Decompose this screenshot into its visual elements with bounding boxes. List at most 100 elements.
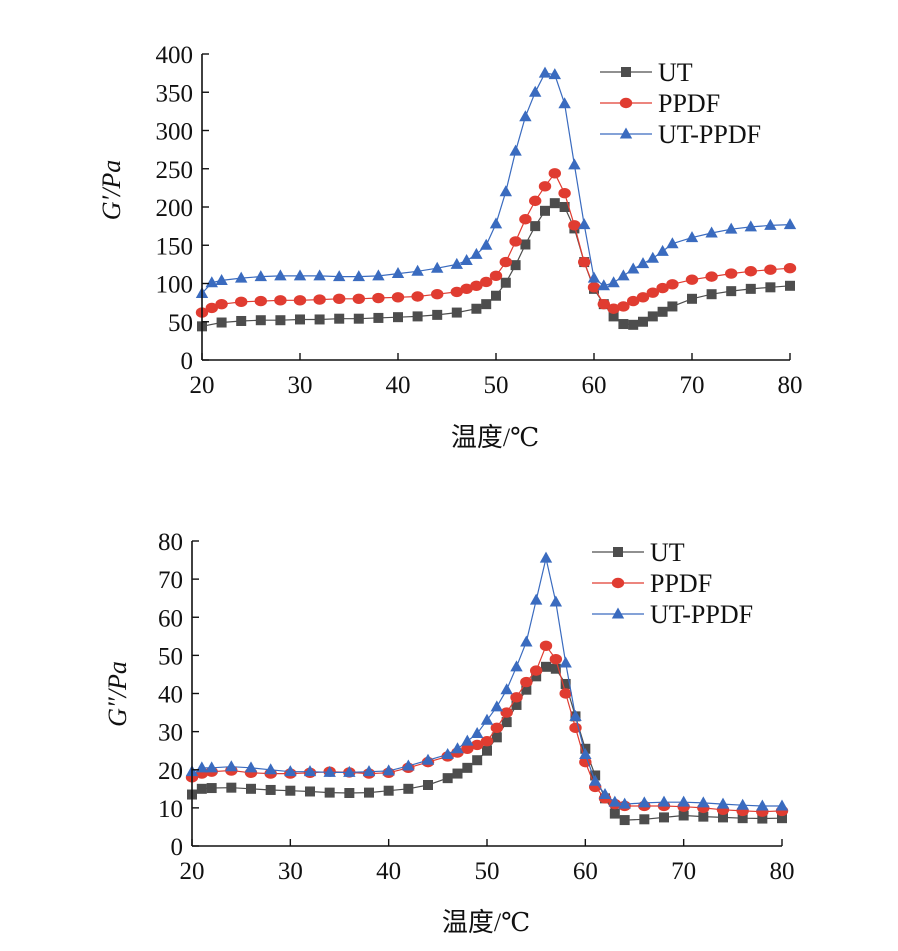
data-point xyxy=(548,168,561,179)
y-tick-label: 200 xyxy=(156,195,194,222)
data-point xyxy=(510,660,523,672)
data-point xyxy=(636,257,650,269)
data-point xyxy=(520,635,533,647)
data-point xyxy=(391,267,405,279)
data-point xyxy=(627,295,640,307)
data-point xyxy=(597,279,610,291)
data-point xyxy=(352,293,365,304)
data-point xyxy=(489,270,503,282)
data-point xyxy=(549,595,563,607)
data-point xyxy=(598,788,612,800)
data-point xyxy=(411,291,424,302)
data-point xyxy=(373,312,384,323)
data-point xyxy=(383,785,394,796)
series-line xyxy=(191,644,783,813)
data-point xyxy=(225,760,238,772)
data-point xyxy=(372,269,385,281)
data-point xyxy=(756,799,769,811)
data-point xyxy=(393,312,403,323)
x-tick-label: 70 xyxy=(680,372,705,399)
data-point xyxy=(264,763,277,775)
data-point xyxy=(509,144,522,156)
data-point xyxy=(481,299,492,310)
data-point xyxy=(511,699,522,710)
data-point xyxy=(450,286,463,298)
data-point xyxy=(521,684,532,695)
data-point xyxy=(578,256,591,268)
y-tick-label: 250 xyxy=(156,157,194,184)
data-point xyxy=(529,85,542,97)
data-point xyxy=(687,293,697,304)
data-point xyxy=(666,279,679,290)
data-point xyxy=(382,764,395,776)
data-point xyxy=(549,198,560,209)
data-point xyxy=(353,313,364,324)
data-point xyxy=(697,796,710,808)
x-tick-label: 50 xyxy=(475,858,500,885)
data-point xyxy=(638,316,648,327)
legend-label: UT xyxy=(658,58,693,87)
x-tick-label: 60 xyxy=(573,858,598,885)
data-point xyxy=(265,784,276,795)
legend-item-ut-ppdf: UT-PPDF xyxy=(592,600,753,629)
data-point xyxy=(274,295,287,306)
data-point xyxy=(255,315,266,326)
data-point xyxy=(587,282,601,293)
y-axis-title: G″/Pa xyxy=(103,661,132,727)
data-point xyxy=(412,311,423,322)
data-point xyxy=(411,264,424,276)
data-point xyxy=(205,276,218,288)
data-point xyxy=(549,653,563,665)
y-tick-label: 10 xyxy=(158,796,183,823)
x-tick-label: 40 xyxy=(376,858,401,885)
data-point xyxy=(617,269,630,281)
data-point xyxy=(470,280,483,291)
data-point xyxy=(500,277,511,288)
y-tick-label: 0 xyxy=(171,834,184,861)
data-point xyxy=(783,218,797,230)
data-point xyxy=(607,276,620,288)
data-point xyxy=(470,739,484,751)
data-point xyxy=(608,795,622,807)
data-point xyxy=(539,551,553,563)
data-point xyxy=(529,195,542,207)
data-point xyxy=(550,663,561,674)
data-point xyxy=(646,251,659,263)
data-point xyxy=(450,257,463,269)
data-point xyxy=(608,311,619,322)
data-point xyxy=(737,813,748,824)
x-tick-label: 30 xyxy=(278,858,303,885)
data-point xyxy=(569,709,582,721)
y-tick-label: 30 xyxy=(158,720,183,747)
x-tick-label: 40 xyxy=(386,372,411,399)
series-ppdf xyxy=(195,168,797,318)
data-point xyxy=(313,269,326,281)
data-point xyxy=(667,301,678,312)
data-point xyxy=(538,66,552,78)
series-ut-ppdf xyxy=(195,66,797,298)
data-point xyxy=(303,765,317,777)
data-point xyxy=(725,222,738,234)
data-point xyxy=(215,298,228,310)
data-point xyxy=(777,813,787,824)
data-point xyxy=(736,798,749,810)
data-point xyxy=(558,97,571,109)
data-point xyxy=(745,283,756,294)
data-point xyxy=(618,797,631,809)
data-point xyxy=(246,783,256,794)
data-point xyxy=(333,270,346,282)
series-layer xyxy=(185,551,789,826)
data-point xyxy=(618,319,629,330)
data-point xyxy=(559,656,572,668)
data-point xyxy=(293,295,307,306)
series-ut xyxy=(187,661,787,826)
legend-item-ppdf: PPDF xyxy=(600,89,720,118)
data-point xyxy=(705,271,718,282)
data-point xyxy=(579,756,592,768)
data-point xyxy=(215,273,228,285)
data-point xyxy=(725,268,738,279)
data-point xyxy=(442,773,453,784)
data-point xyxy=(500,707,513,718)
storage-modulus-chart: 0 50 100 150 200 250 300 350 400 20 30 40 50 60 70 80 G… xyxy=(97,42,803,452)
